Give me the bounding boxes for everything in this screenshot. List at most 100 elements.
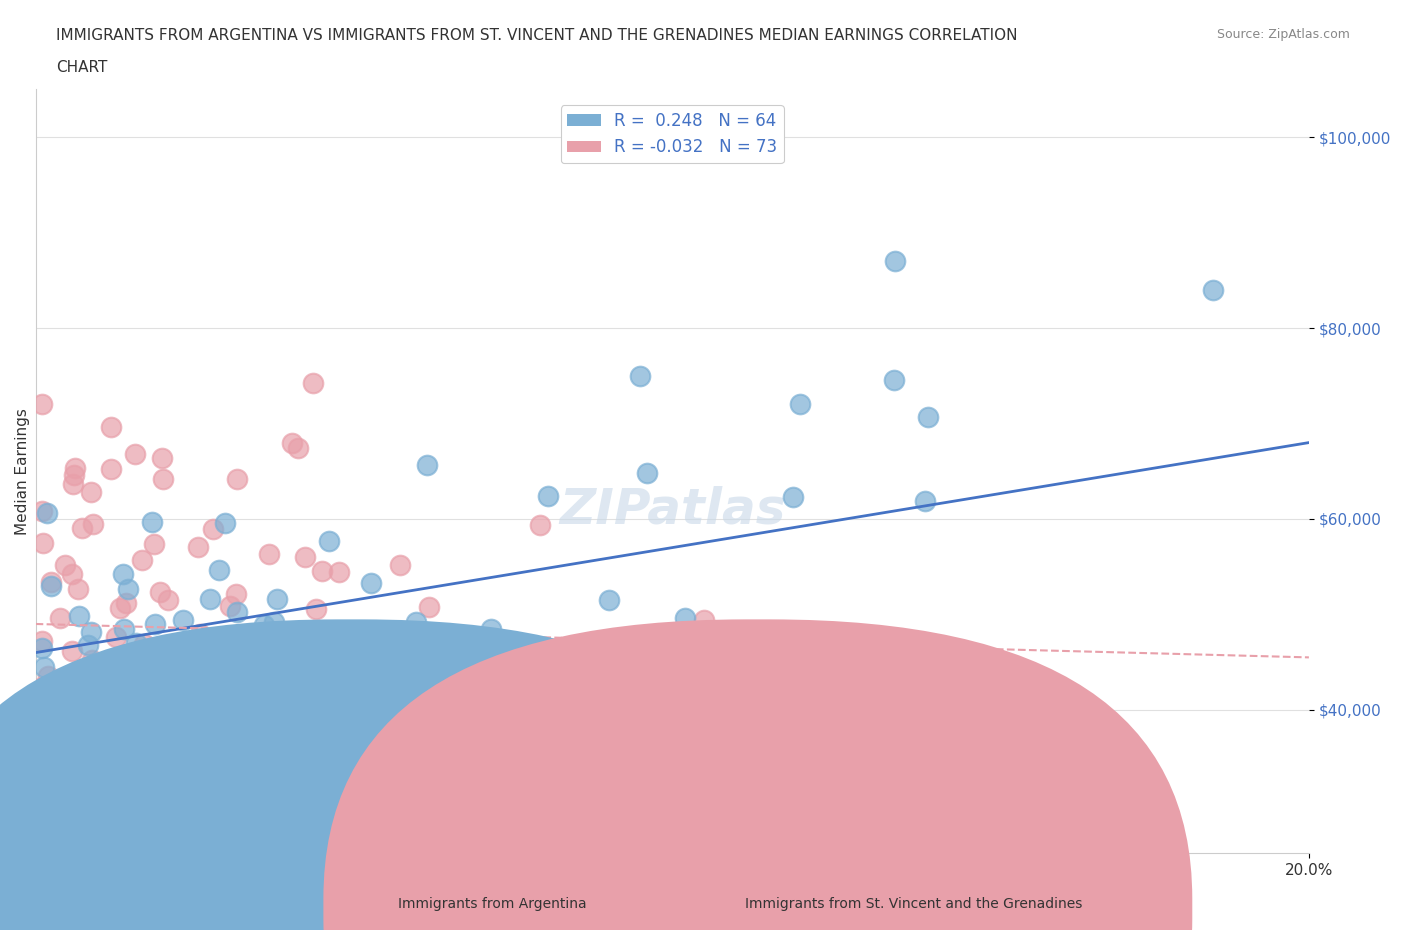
Point xyxy=(79,485,101,499)
Point xyxy=(112,566,135,581)
Point xyxy=(39,574,62,589)
Point xyxy=(360,576,382,591)
Point xyxy=(318,533,340,548)
Point xyxy=(198,591,221,606)
Point xyxy=(82,798,104,813)
Point xyxy=(917,409,939,424)
Text: Immigrants from St. Vincent and the Grenadines: Immigrants from St. Vincent and the Gren… xyxy=(745,897,1083,911)
Point xyxy=(153,678,176,693)
Point xyxy=(301,644,323,658)
Point xyxy=(529,518,551,533)
Point xyxy=(51,708,73,723)
Point xyxy=(31,641,53,656)
Point xyxy=(253,618,276,632)
Point xyxy=(143,617,166,631)
Point xyxy=(673,610,696,625)
Point xyxy=(1202,283,1225,298)
Y-axis label: Median Earnings: Median Earnings xyxy=(15,407,30,535)
Point xyxy=(187,539,209,554)
Point xyxy=(214,516,236,531)
Point xyxy=(34,660,56,675)
Point xyxy=(418,600,440,615)
Point xyxy=(446,696,468,711)
Point xyxy=(446,631,468,646)
Point xyxy=(65,460,87,475)
Point xyxy=(263,615,285,630)
Point xyxy=(256,654,278,669)
Point xyxy=(789,397,811,412)
Point xyxy=(605,712,627,727)
Point xyxy=(180,643,202,658)
Point xyxy=(32,536,55,551)
Point xyxy=(311,564,333,578)
Point xyxy=(479,621,502,636)
Point xyxy=(187,650,209,665)
Point xyxy=(52,678,75,693)
Point xyxy=(598,592,620,607)
Point xyxy=(792,670,814,684)
Point xyxy=(70,521,93,536)
Point xyxy=(38,689,60,704)
Point xyxy=(62,468,84,483)
Point xyxy=(124,446,146,461)
Point xyxy=(914,493,936,508)
Point xyxy=(67,582,90,597)
Point xyxy=(72,798,94,813)
Text: ZIPatlas: ZIPatlas xyxy=(560,485,786,534)
Point xyxy=(104,630,127,644)
Point xyxy=(211,759,233,774)
Point xyxy=(60,644,83,658)
Point xyxy=(125,635,148,650)
Point xyxy=(142,653,165,668)
Point xyxy=(101,715,124,730)
Point xyxy=(128,783,150,798)
Point xyxy=(76,637,98,652)
Point xyxy=(291,761,314,776)
Point xyxy=(302,376,325,391)
Point xyxy=(100,419,122,434)
Point xyxy=(259,547,281,562)
Point xyxy=(53,557,76,572)
Point xyxy=(117,582,139,597)
Point xyxy=(131,552,153,567)
Point xyxy=(328,565,350,580)
Point xyxy=(152,472,174,486)
Point xyxy=(226,472,249,486)
Point xyxy=(31,396,53,411)
Point xyxy=(202,522,225,537)
Point xyxy=(470,688,492,703)
Point xyxy=(120,684,142,699)
Point xyxy=(782,489,804,504)
Point xyxy=(41,715,63,730)
Point xyxy=(314,708,336,723)
Text: CHART: CHART xyxy=(56,60,108,75)
Point xyxy=(80,765,103,780)
Point xyxy=(49,610,72,625)
Point xyxy=(537,488,560,503)
Point xyxy=(62,477,84,492)
Point xyxy=(100,461,122,476)
Point xyxy=(31,752,53,767)
Point xyxy=(257,658,280,672)
Point xyxy=(621,668,644,683)
Point xyxy=(157,592,180,607)
Point xyxy=(636,466,658,481)
Text: Source: ZipAtlas.com: Source: ZipAtlas.com xyxy=(1216,28,1350,41)
Point xyxy=(169,647,191,662)
Point xyxy=(883,373,905,388)
Point xyxy=(114,595,136,610)
Point xyxy=(628,368,651,383)
Point xyxy=(82,516,104,531)
Point xyxy=(884,254,907,269)
Point xyxy=(132,637,155,652)
Point xyxy=(41,685,63,700)
Point xyxy=(48,679,70,694)
Point xyxy=(84,691,107,706)
Point xyxy=(149,584,172,599)
Point xyxy=(281,436,304,451)
Point xyxy=(86,674,108,689)
Point xyxy=(172,613,194,628)
Text: Immigrants from Argentina: Immigrants from Argentina xyxy=(398,897,586,911)
Point xyxy=(108,658,131,672)
Point xyxy=(67,609,90,624)
